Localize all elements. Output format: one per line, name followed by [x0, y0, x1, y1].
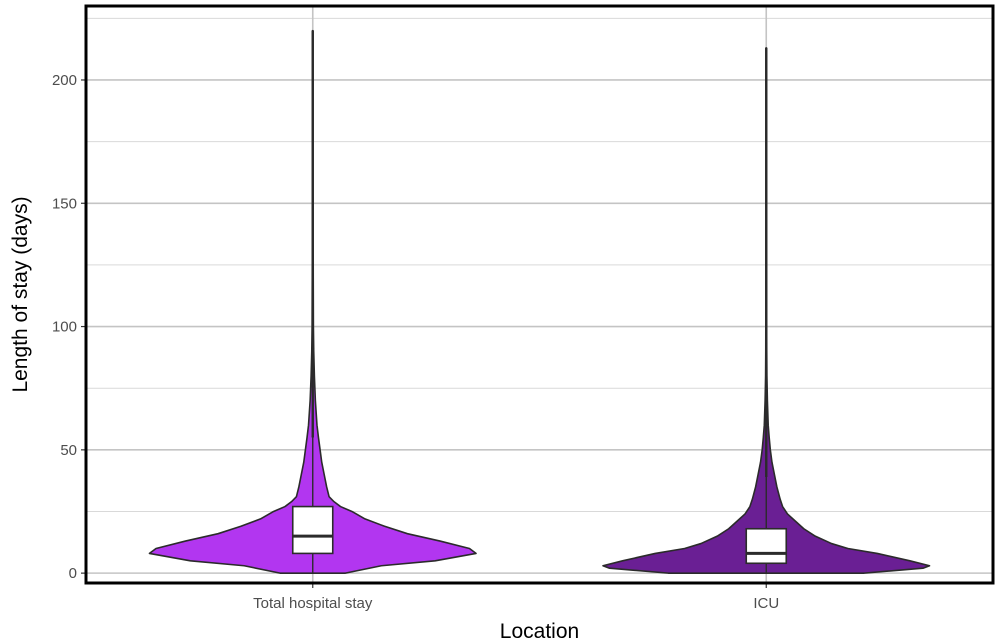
y-tick-label: 100: [52, 319, 77, 336]
y-tick-label: 0: [69, 565, 77, 582]
x-tick-label: Total hospital stay: [253, 595, 373, 612]
box-iqr: [746, 529, 786, 564]
y-tick-label: 200: [52, 72, 77, 89]
x-axis-ticks: Total hospital stay ICU: [253, 583, 779, 612]
panel-border: [86, 6, 993, 583]
y-tick-label: 50: [60, 442, 77, 459]
y-tick-label: 150: [52, 195, 77, 212]
x-tick-label: ICU: [753, 595, 779, 612]
y-axis-title: Length of stay (days): [9, 196, 32, 392]
grid-lines: [86, 6, 993, 583]
x-axis-title: Location: [500, 620, 579, 643]
y-axis-ticks: 0 50 100 150 200: [52, 72, 86, 582]
violins: [149, 31, 929, 573]
box-iqr: [293, 507, 333, 554]
